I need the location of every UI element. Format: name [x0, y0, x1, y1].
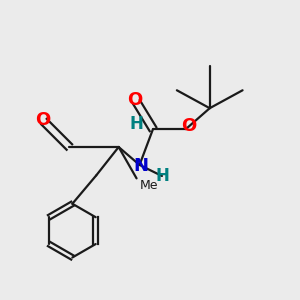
Text: O: O [181, 116, 196, 134]
Text: O: O [35, 111, 50, 129]
Text: H: H [155, 167, 169, 185]
Text: N: N [133, 157, 148, 175]
Text: O: O [128, 92, 143, 110]
Text: Me: Me [140, 179, 158, 192]
Text: H: H [130, 115, 143, 133]
